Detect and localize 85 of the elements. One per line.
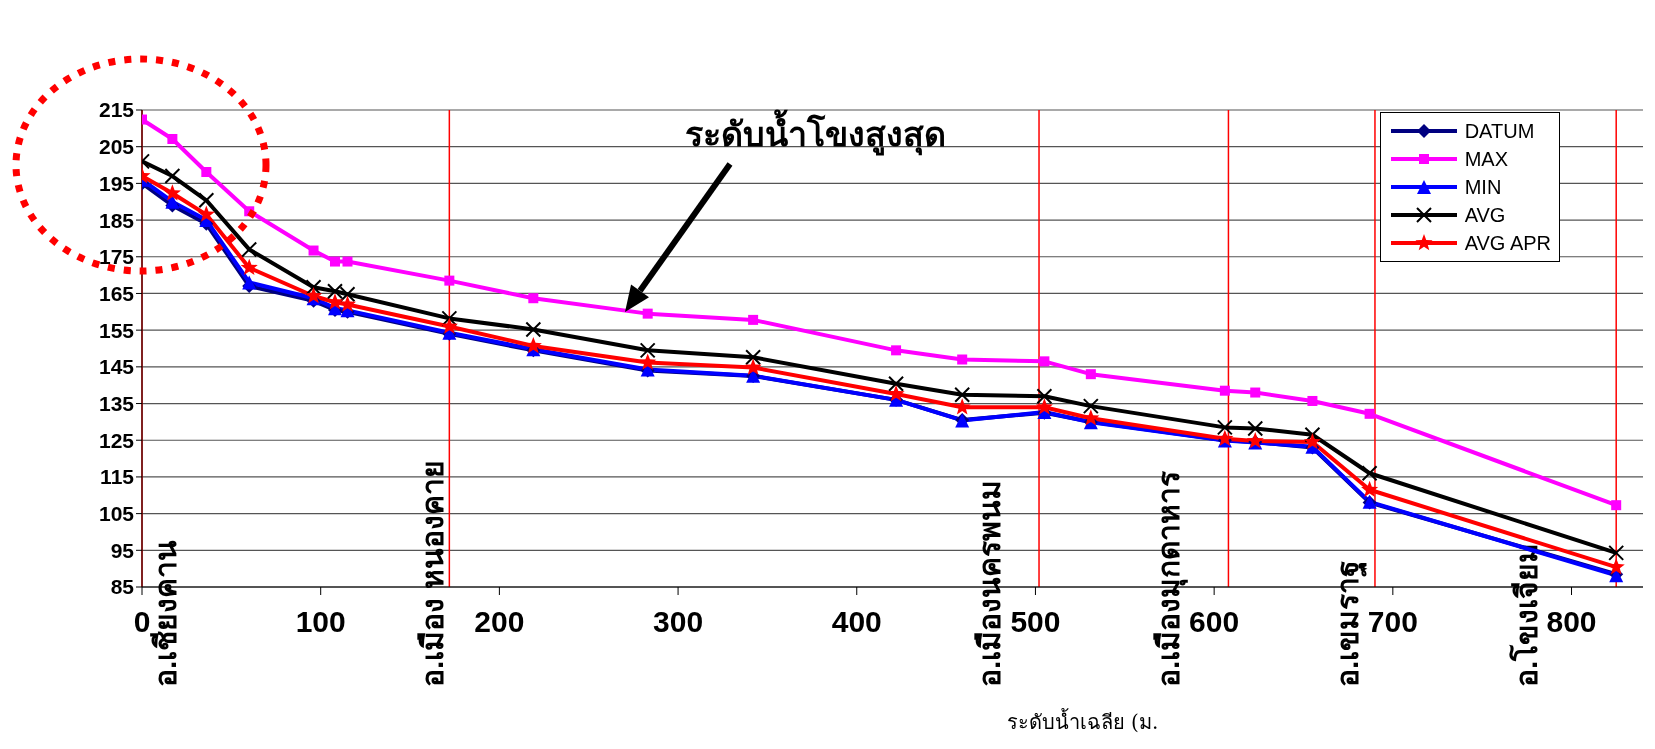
point — [748, 314, 759, 325]
x-tick-label: 200 — [474, 605, 525, 639]
point — [167, 133, 178, 144]
y-tick-label: 135 — [98, 391, 135, 415]
y-tick-label: 165 — [98, 281, 135, 305]
legend-label: MAX — [1464, 147, 1509, 171]
x-tick-label: 800 — [1546, 605, 1597, 639]
point — [1361, 480, 1379, 498]
point — [308, 245, 319, 256]
point — [639, 353, 657, 370]
point — [1216, 419, 1233, 436]
point — [957, 354, 968, 365]
point — [891, 345, 902, 356]
x-tick-label: 0 — [133, 605, 151, 639]
point — [197, 205, 215, 222]
legend-label: AVG — [1464, 203, 1506, 227]
point — [1039, 356, 1050, 367]
ref-line-label: อ.เมืองมุกดาหาร — [1152, 470, 1189, 687]
point — [198, 192, 215, 209]
point — [1608, 544, 1625, 561]
ref-line-label: อ.เมืองนครพนม — [973, 479, 1007, 687]
y-tick-label: 115 — [100, 465, 135, 489]
ref-line-label: อ.เมือง หนองคาย — [416, 460, 450, 687]
y-tick-label: 205 — [98, 135, 135, 159]
point — [329, 256, 340, 267]
point — [954, 386, 971, 403]
point — [241, 241, 258, 258]
point — [1082, 398, 1099, 415]
x-tick-label: 700 — [1367, 605, 1418, 639]
point — [887, 385, 905, 402]
x-tick-label: 300 — [653, 605, 704, 639]
point — [642, 308, 653, 319]
point — [1364, 408, 1375, 419]
point — [1247, 420, 1264, 437]
y-tick-label: 125 — [98, 428, 135, 452]
point — [305, 279, 322, 296]
point — [240, 258, 258, 276]
point — [201, 167, 212, 178]
y-tick-label: 105 — [98, 502, 135, 526]
x-axis-title: ระดับน้ำเฉลีย (ม. — [1006, 708, 1159, 734]
x-tick-label: 600 — [1189, 605, 1240, 639]
point — [164, 168, 181, 185]
point — [440, 317, 458, 334]
point — [1304, 426, 1321, 443]
point — [1035, 398, 1053, 415]
point — [242, 275, 257, 290]
point — [745, 349, 762, 366]
y-tick-label: 85 — [110, 575, 135, 599]
y-tick-label: 215 — [98, 98, 135, 122]
annotation: ระดับน้ำโขงสูงสุด — [684, 109, 946, 156]
x-tick-label: 100 — [295, 605, 346, 639]
legend-label: DATUM — [1464, 119, 1535, 143]
ref-line-label: อ.เขมราฐ — [1330, 559, 1368, 687]
point — [1611, 500, 1622, 511]
x-tick-label: 500 — [1010, 605, 1061, 639]
point — [1250, 387, 1261, 398]
x-tick-label: 400 — [831, 605, 882, 639]
point — [639, 342, 656, 359]
point — [304, 287, 323, 304]
point — [1307, 395, 1318, 406]
point — [1361, 465, 1378, 482]
y-tick-label: 145 — [98, 355, 135, 379]
ref-line-label: อ.เชียงคาน — [149, 539, 182, 687]
y-tick-label: 95 — [110, 538, 135, 562]
ref-line-label: อ.โขงเจียม — [1507, 542, 1543, 687]
y-tick-label: 195 — [98, 171, 135, 195]
y-tick-label: 185 — [98, 208, 135, 232]
point — [1036, 388, 1053, 405]
y-tick-label: 175 — [98, 245, 135, 269]
point — [888, 375, 905, 392]
point — [441, 310, 458, 327]
legend-label: MIN — [1464, 175, 1502, 199]
point — [1219, 385, 1230, 396]
point — [1085, 369, 1096, 380]
point — [744, 358, 762, 375]
point — [444, 275, 455, 286]
point — [1246, 431, 1264, 449]
point — [525, 321, 542, 338]
point — [1303, 433, 1321, 450]
point — [163, 184, 181, 201]
legend-label: AVG APR — [1464, 231, 1551, 255]
point — [528, 293, 539, 304]
y-tick-label: 155 — [98, 318, 135, 342]
point — [1216, 429, 1234, 447]
point — [342, 256, 353, 267]
